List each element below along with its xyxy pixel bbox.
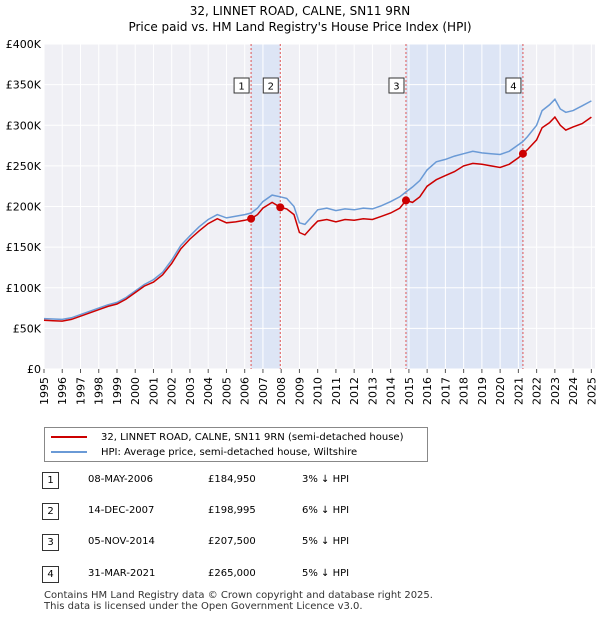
y-tick-label: £250K xyxy=(6,160,42,173)
legend-swatch-hpi xyxy=(51,451,87,453)
x-tick-label: 2010 xyxy=(312,377,325,405)
x-tick-label: 2022 xyxy=(531,377,544,405)
y-tick-label: £150K xyxy=(6,241,42,254)
legend-item-property: 32, LINNET ROAD, CALNE, SN11 9RN (semi-d… xyxy=(51,430,403,444)
marker-box-2 xyxy=(262,77,279,94)
sale-point-1 xyxy=(247,214,256,223)
sale-point-2 xyxy=(276,203,285,212)
legend-item-hpi: HPI: Average price, semi-detached house,… xyxy=(51,445,357,459)
series-line-hpi xyxy=(43,98,592,321)
row-hpi-diff: 6% ↓ HPI xyxy=(302,505,350,516)
y-tick-label: £350K xyxy=(6,79,42,92)
table-row: 4 31-MAR-2021 £265,000 5% ↓ HPI xyxy=(42,566,442,583)
row-price: £198,995 xyxy=(208,505,256,516)
row-date: 08-MAY-2006 xyxy=(88,474,154,485)
chart-subtitle: Price paid vs. HM Land Registry's House … xyxy=(128,20,472,34)
x-tick-label: 2001 xyxy=(147,377,160,405)
row-hpi-diff: 5% ↓ HPI xyxy=(302,568,350,579)
row-number-badge: 3 xyxy=(42,534,59,551)
price-chart: £0 £50K £100K £150K £200K £250K £300K £350K £400… xyxy=(6,38,599,405)
x-tick-label: 2015 xyxy=(403,377,416,405)
row-number-badge: 1 xyxy=(42,472,59,489)
legend-label-property: 32, LINNET ROAD, CALNE, SN11 9RN (semi-d… xyxy=(101,431,404,443)
footer-notice: Contains HM Land Registry data © Crown c… xyxy=(44,590,433,612)
row-price: £207,500 xyxy=(208,536,256,547)
x-tick-label: 2025 xyxy=(585,377,598,405)
x-tick-label: 2000 xyxy=(129,377,142,405)
y-tick-label: £100K xyxy=(6,282,42,295)
footer-line-2: This data is licensed under the Open Gov… xyxy=(44,601,363,612)
marker-box-3 xyxy=(388,77,405,94)
x-tick-label: 2024 xyxy=(567,377,580,405)
table-row: 3 05-NOV-2014 £207,500 5% ↓ HPI xyxy=(42,534,442,551)
chart-title: 32, LINNET ROAD, CALNE, SN11 9RN xyxy=(189,4,411,18)
sale-point-4 xyxy=(518,149,527,158)
row-date: 31-MAR-2021 xyxy=(88,568,156,579)
row-number-badge: 2 xyxy=(42,503,59,520)
marker-box-1 xyxy=(233,77,250,94)
sale-point-3 xyxy=(401,196,410,205)
row-price: £265,000 xyxy=(208,568,256,579)
y-tick-label: £300K xyxy=(6,119,42,132)
x-tick-label: 1995 xyxy=(38,377,51,405)
x-tick-label: 2021 xyxy=(512,377,525,405)
marker-label-3: 3 xyxy=(393,82,399,93)
y-tick-label: £200K xyxy=(6,201,42,214)
x-tick-label: 2004 xyxy=(202,377,215,405)
legend-swatch-property xyxy=(51,436,87,438)
x-tick-label: 2016 xyxy=(421,377,434,405)
y-tick-label: £0 xyxy=(27,363,41,376)
x-tick-label: 2017 xyxy=(439,377,452,405)
x-tick-label: 2002 xyxy=(166,377,179,405)
x-tick-label: 2019 xyxy=(476,377,489,405)
x-tick-label: 2003 xyxy=(184,377,197,405)
marker-label-4: 4 xyxy=(510,82,516,93)
x-tick-label: 1996 xyxy=(56,377,69,405)
x-tick-label: 2005 xyxy=(220,377,233,405)
x-tick-label: 2011 xyxy=(330,377,343,405)
row-hpi-diff: 5% ↓ HPI xyxy=(302,536,350,547)
x-tick-label: 2013 xyxy=(366,377,379,405)
x-tick-label: 1999 xyxy=(111,377,124,405)
table-row: 1 08-MAY-2006 £184,950 3% ↓ HPI xyxy=(42,472,442,489)
row-number-badge: 4 xyxy=(42,566,59,583)
y-tick-label: £400K xyxy=(6,38,42,51)
x-tick-label: 2006 xyxy=(239,377,252,405)
x-tick-label: 2014 xyxy=(385,377,398,405)
marker-label-1: 1 xyxy=(238,82,244,93)
legend-label-hpi: HPI: Average price, semi-detached house,… xyxy=(101,446,358,458)
x-tick-label: 2009 xyxy=(293,377,306,405)
series-line-property xyxy=(43,115,592,322)
x-tick-label: 2007 xyxy=(257,377,270,405)
x-tick-label: 2012 xyxy=(348,377,361,405)
marker-label-2: 2 xyxy=(268,82,274,93)
row-date: 14-DEC-2007 xyxy=(88,505,155,516)
chart-legend: 32, LINNET ROAD, CALNE, SN11 9RN (semi-d… xyxy=(44,427,428,462)
y-tick-label: £50K xyxy=(13,322,42,335)
x-tick-label: 2023 xyxy=(549,377,562,405)
x-tick-label: 2020 xyxy=(494,377,507,405)
marker-box-4 xyxy=(505,77,522,94)
row-price: £184,950 xyxy=(208,474,256,485)
row-hpi-diff: 3% ↓ HPI xyxy=(302,474,350,485)
x-tick-label: 1998 xyxy=(93,377,106,405)
footer-line-1: Contains HM Land Registry data © Crown c… xyxy=(44,590,433,601)
x-tick-label: 2018 xyxy=(458,377,471,405)
x-tick-label: 2008 xyxy=(275,377,288,405)
row-date: 05-NOV-2014 xyxy=(88,536,155,547)
table-row: 2 14-DEC-2007 £198,995 6% ↓ HPI xyxy=(42,503,442,520)
x-tick-label: 1997 xyxy=(74,377,87,405)
